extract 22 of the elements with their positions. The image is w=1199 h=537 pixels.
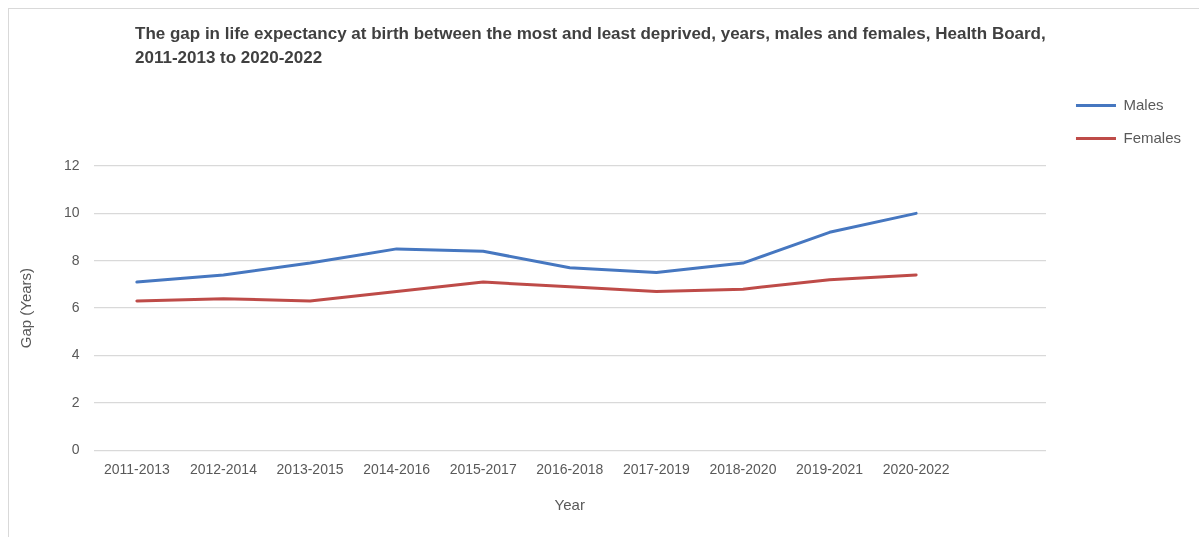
y-tick-label: 2 [71,393,80,410]
x-tick-label: 2017-2019 [622,461,691,478]
x-tick-label: 2015-2017 [449,461,517,478]
x-tick-label: 2016-2018 [536,461,604,478]
legend-label: Females [1123,128,1182,146]
x-axis-title: Year [554,496,585,514]
y-axis-title: Gap (Years) [17,267,35,349]
x-tick-label: 2013-2015 [276,461,344,478]
y-tick-label: 6 [71,298,80,315]
x-tick-label: 2012-2014 [189,461,258,478]
x-tick-label: 2020-2022 [882,461,950,478]
y-tick-label: 10 [63,204,80,221]
legend-label: Males [1123,95,1164,113]
x-tick-label: 2011-2013 [103,461,171,478]
y-tick-label: 4 [71,346,80,363]
y-tick-label: 0 [71,441,80,458]
x-tick-label: 2014-2016 [363,461,431,478]
y-tick-label: 8 [71,251,80,268]
x-tick-label: 2019-2021 [796,461,864,478]
y-tick-label: 12 [63,156,80,173]
chart-title: The gap in life expectancy at birth between the most and least deprived, years, males and females, Health Board, 2011-2013 to 2020-2022 [135,23,1047,69]
x-tick-label: 2018-2020 [709,461,777,478]
